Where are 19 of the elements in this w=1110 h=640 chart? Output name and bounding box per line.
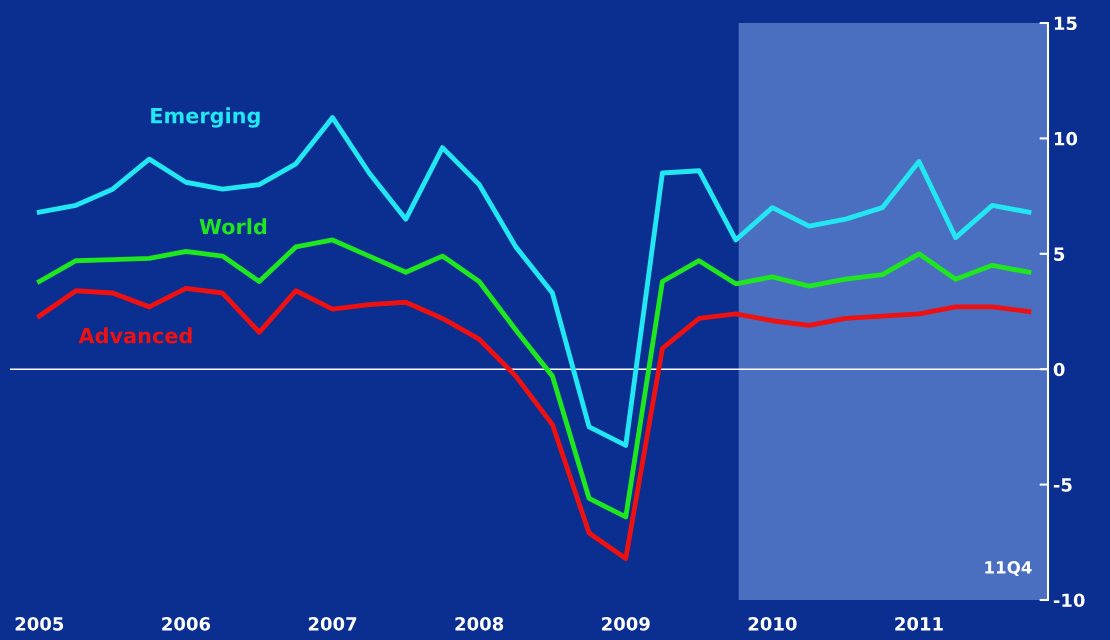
y-tick-label: 0 bbox=[1053, 362, 1065, 377]
series-label: Advanced bbox=[78, 327, 192, 344]
y-tick-label: 15 bbox=[1054, 16, 1077, 31]
x-tick-label: 2007 bbox=[308, 616, 357, 631]
x-tick-label: 2005 bbox=[15, 616, 64, 631]
series-label: World bbox=[199, 218, 267, 235]
x-tick-label: 2011 bbox=[895, 616, 943, 631]
x-tick-label: 2009 bbox=[602, 616, 650, 631]
series-label: Emerging bbox=[151, 107, 260, 128]
y-tick-label: 10 bbox=[1054, 131, 1078, 146]
x-tick-label: 2008 bbox=[455, 616, 504, 631]
x-tick-label: 2006 bbox=[162, 616, 211, 631]
line-series bbox=[36, 237, 1032, 520]
line-series bbox=[36, 285, 1032, 561]
y-tick-label: -5 bbox=[1053, 478, 1072, 492]
annotation: 11Q4 bbox=[985, 561, 1032, 576]
y-tick-label: 5 bbox=[1054, 247, 1065, 261]
y-tick-label: -10 bbox=[1053, 593, 1085, 608]
x-tick-label: 2010 bbox=[748, 616, 797, 631]
